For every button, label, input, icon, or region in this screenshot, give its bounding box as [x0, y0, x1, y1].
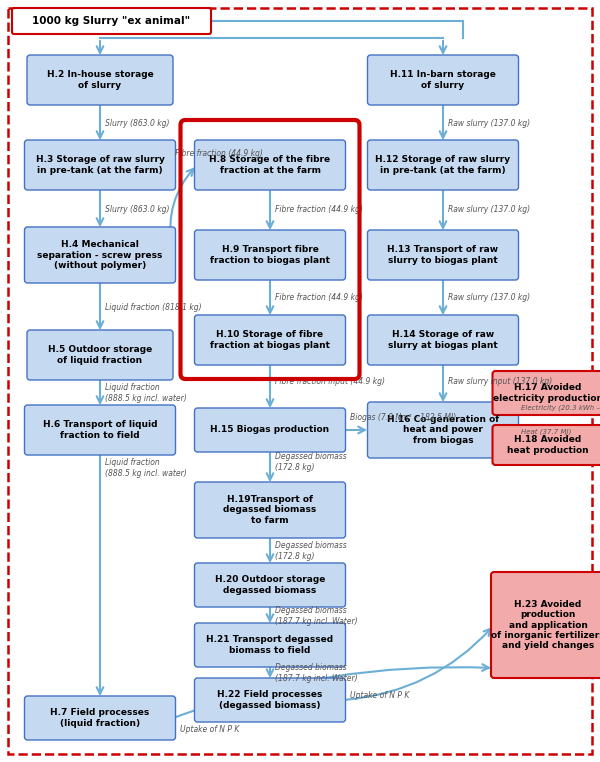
Text: H.5 Outdoor storage
of liquid fraction: H.5 Outdoor storage of liquid fraction — [48, 345, 152, 365]
Text: H.12 Storage of raw slurry
in pre-tank (at the farm): H.12 Storage of raw slurry in pre-tank (… — [376, 155, 511, 174]
Text: H.13 Transport of raw
slurry to biogas plant: H.13 Transport of raw slurry to biogas p… — [388, 245, 499, 264]
Text: H.18 Avoided
heat production: H.18 Avoided heat production — [507, 435, 589, 455]
FancyBboxPatch shape — [27, 330, 173, 380]
Text: Raw slurry (137.0 kg): Raw slurry (137.0 kg) — [448, 293, 530, 303]
Text: Liquid fraction
(888.5 kg incl. water): Liquid fraction (888.5 kg incl. water) — [105, 383, 187, 402]
Text: H.14 Storage of raw
slurry at biogas plant: H.14 Storage of raw slurry at biogas pla… — [388, 330, 498, 350]
Text: H.6 Transport of liquid
fraction to field: H.6 Transport of liquid fraction to fiel… — [43, 421, 157, 440]
Text: Slurry (863.0 kg): Slurry (863.0 kg) — [105, 206, 170, 214]
FancyBboxPatch shape — [194, 678, 346, 722]
FancyBboxPatch shape — [25, 696, 176, 740]
FancyBboxPatch shape — [493, 425, 600, 465]
FancyBboxPatch shape — [194, 482, 346, 538]
Text: H.17 Avoided
electricity production: H.17 Avoided electricity production — [493, 383, 600, 402]
Text: Fibre fraction (44.9 kg): Fibre fraction (44.9 kg) — [275, 293, 363, 303]
Text: H.8 Storage of the fibre
fraction at the farm: H.8 Storage of the fibre fraction at the… — [209, 155, 331, 174]
FancyBboxPatch shape — [25, 227, 176, 283]
Text: 1000 kg Slurry "ex animal": 1000 kg Slurry "ex animal" — [32, 16, 190, 26]
Text: Slurry (863.0 kg): Slurry (863.0 kg) — [105, 119, 170, 127]
Text: H.7 Field processes
(liquid fraction): H.7 Field processes (liquid fraction) — [50, 709, 149, 728]
Text: H.9 Transport fibre
fraction to biogas plant: H.9 Transport fibre fraction to biogas p… — [210, 245, 330, 264]
Text: Uptake of N P K: Uptake of N P K — [350, 690, 409, 700]
FancyBboxPatch shape — [194, 315, 346, 365]
Text: Degassed biomass
(172.8 kg): Degassed biomass (172.8 kg) — [275, 541, 347, 561]
Text: Heat (37.7 MJ): Heat (37.7 MJ) — [521, 429, 571, 435]
Text: Degassed biomass
(187.7 kg incl. Water): Degassed biomass (187.7 kg incl. Water) — [275, 663, 358, 683]
Text: H.11 In-barn storage
of slurry: H.11 In-barn storage of slurry — [390, 70, 496, 90]
FancyBboxPatch shape — [367, 230, 518, 280]
Text: Liquid fraction (818.1 kg): Liquid fraction (818.1 kg) — [105, 303, 202, 312]
FancyBboxPatch shape — [25, 405, 176, 455]
Text: H.3 Storage of raw slurry
in pre-tank (at the farm): H.3 Storage of raw slurry in pre-tank (a… — [35, 155, 164, 174]
Text: Degassed biomass
(172.8 kg): Degassed biomass (172.8 kg) — [275, 453, 347, 472]
FancyBboxPatch shape — [27, 55, 173, 105]
FancyBboxPatch shape — [491, 572, 600, 678]
FancyBboxPatch shape — [194, 563, 346, 607]
Text: Raw slurry (137.0 kg): Raw slurry (137.0 kg) — [448, 206, 530, 214]
Text: H.10 Storage of fibre
fraction at biogas plant: H.10 Storage of fibre fraction at biogas… — [210, 330, 330, 350]
Text: Degassed biomass
(187.7 kg incl. Water): Degassed biomass (187.7 kg incl. Water) — [275, 607, 358, 626]
Text: Fibre fraction (44.9 kg): Fibre fraction (44.9 kg) — [175, 149, 263, 158]
Text: H.23 Avoided
production
and application
of inorganic fertilizers
and yield chang: H.23 Avoided production and application … — [491, 600, 600, 650]
FancyBboxPatch shape — [367, 140, 518, 190]
FancyBboxPatch shape — [194, 623, 346, 667]
Text: Fibre fraction (44.9 kg): Fibre fraction (44.9 kg) — [275, 206, 363, 214]
FancyBboxPatch shape — [194, 408, 346, 452]
Text: Liquid fraction
(888.5 kg incl. water): Liquid fraction (888.5 kg incl. water) — [105, 458, 187, 478]
Text: H.21 Transport degassed
biomass to field: H.21 Transport degassed biomass to field — [206, 636, 334, 655]
FancyBboxPatch shape — [367, 315, 518, 365]
FancyBboxPatch shape — [367, 402, 518, 458]
FancyBboxPatch shape — [25, 140, 176, 190]
Text: Raw slurry input (137.0 kg): Raw slurry input (137.0 kg) — [448, 377, 552, 386]
Text: Fibre fraction input (44.9 kg): Fibre fraction input (44.9 kg) — [275, 377, 385, 386]
Text: Biogas (7.8 Nm³ – 182.5 MJ): Biogas (7.8 Nm³ – 182.5 MJ) — [350, 414, 456, 422]
Text: H.22 Field processes
(degassed biomass): H.22 Field processes (degassed biomass) — [217, 690, 323, 709]
Text: H.15 Biogas production: H.15 Biogas production — [211, 425, 329, 434]
Text: H.4 Mechanical
separation - screw press
(without polymer): H.4 Mechanical separation - screw press … — [37, 240, 163, 270]
FancyBboxPatch shape — [367, 55, 518, 105]
FancyBboxPatch shape — [12, 8, 211, 34]
FancyBboxPatch shape — [194, 230, 346, 280]
Text: H.16 Co-generation of
heat and power
from biogas: H.16 Co-generation of heat and power fro… — [387, 415, 499, 445]
FancyBboxPatch shape — [493, 371, 600, 415]
Text: Raw slurry (137.0 kg): Raw slurry (137.0 kg) — [448, 119, 530, 127]
Text: H.19Transport of
degassed biomass
to farm: H.19Transport of degassed biomass to far… — [223, 495, 317, 525]
FancyBboxPatch shape — [194, 140, 346, 190]
Text: H.20 Outdoor storage
degassed biomass: H.20 Outdoor storage degassed biomass — [215, 575, 325, 594]
Text: Electricity (20.3 kWh – 73.0 MJ): Electricity (20.3 kWh – 73.0 MJ) — [521, 405, 600, 411]
Text: H.2 In-house storage
of slurry: H.2 In-house storage of slurry — [47, 70, 154, 90]
Text: Uptake of N P K: Uptake of N P K — [180, 725, 239, 735]
